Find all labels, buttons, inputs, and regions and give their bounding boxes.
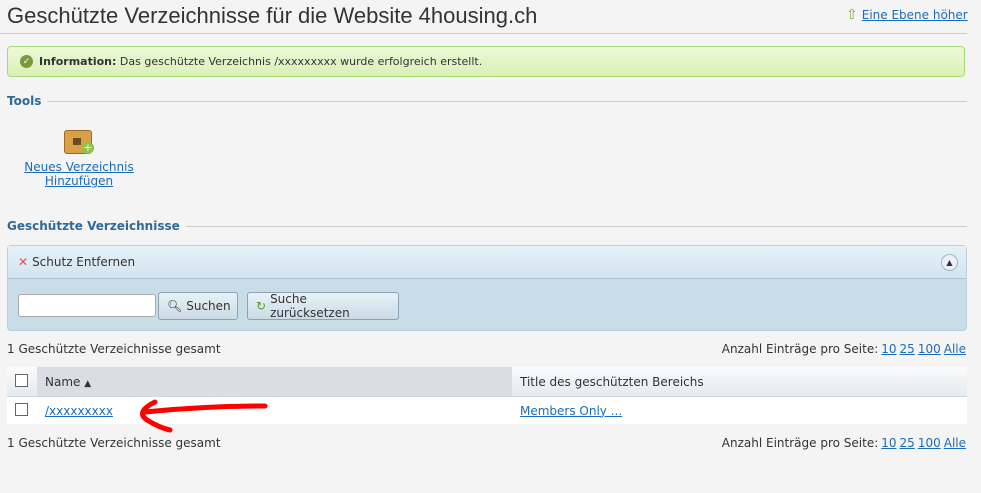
- per-page-all[interactable]: Alle: [943, 342, 966, 356]
- info-label: Information:: [39, 55, 117, 68]
- per-page-bottom: Anzahl Einträge pro Seite: 10 25 100 Alle: [721, 436, 966, 450]
- collapse-icon[interactable]: ▲: [941, 254, 958, 271]
- folder-lock-add-icon: +: [64, 126, 94, 154]
- row-checkbox[interactable]: [15, 402, 28, 416]
- info-message: ✓ Information: Das geschützte Verzeichni…: [7, 46, 965, 77]
- per-page-10[interactable]: 10: [881, 436, 897, 450]
- directory-link[interactable]: /xxxxxxxxx: [45, 403, 113, 418]
- check-icon: ✓: [20, 55, 33, 68]
- table-header: Name ▲ Title des geschützten Bereichs: [7, 367, 967, 397]
- refresh-icon: ↻: [256, 299, 267, 313]
- red-arrow-annotation: [140, 399, 268, 433]
- tools-heading: Tools: [7, 94, 967, 108]
- page-title: Geschützte Verzeichnisse für die Website…: [7, 3, 538, 28]
- divider: [0, 33, 967, 34]
- search-input[interactable]: [18, 294, 156, 317]
- remove-x-icon: ✕: [18, 255, 29, 269]
- total-count: 1 Geschützte Verzeichnisse gesamt: [7, 342, 221, 356]
- per-page-100[interactable]: 100: [917, 342, 941, 356]
- sort-asc-icon: ▲: [84, 378, 92, 389]
- up-level-link[interactable]: ⇧ Eine Ebene höher: [846, 7, 968, 23]
- up-level-label[interactable]: Eine Ebene höher: [861, 8, 968, 22]
- select-all-checkbox[interactable]: [15, 373, 28, 387]
- per-page-25[interactable]: 25: [899, 436, 915, 450]
- per-page-10[interactable]: 10: [881, 342, 897, 356]
- arrow-up-icon: ⇧: [846, 7, 858, 23]
- add-directory-tool[interactable]: + Neues Verzeichnis Hinzufügen: [20, 126, 138, 188]
- remove-protection-button[interactable]: ✕ Schutz Entfernen: [8, 246, 966, 279]
- table-row: /xxxxxxxxx Members Only ...: [7, 396, 967, 424]
- column-title[interactable]: Title des geschützten Bereichs: [512, 367, 967, 397]
- magnifier-icon: 🔍︎: [167, 299, 183, 313]
- reset-search-button[interactable]: ↻ Suche zurücksetzen: [247, 292, 399, 320]
- column-name[interactable]: Name ▲: [37, 367, 512, 397]
- add-directory-link[interactable]: Neues Verzeichnis Hinzufügen: [24, 160, 134, 188]
- per-page-top: Anzahl Einträge pro Seite: 10 25 100 Alle: [721, 342, 966, 356]
- total-count-bottom: 1 Geschützte Verzeichnisse gesamt: [7, 436, 221, 450]
- per-page-25[interactable]: 25: [899, 342, 915, 356]
- directories-table: Name ▲ Title des geschützten Bereichs /x…: [7, 367, 967, 424]
- info-text: Das geschützte Verzeichnis /xxxxxxxxx wu…: [119, 55, 483, 68]
- area-title-link[interactable]: Members Only ...: [520, 403, 623, 418]
- per-page-100[interactable]: 100: [917, 436, 941, 450]
- protected-dirs-heading: Geschützte Verzeichnisse: [7, 219, 967, 233]
- per-page-all[interactable]: Alle: [943, 436, 966, 450]
- search-button[interactable]: 🔍︎ Suchen: [158, 292, 238, 320]
- list-toolbar: ✕ Schutz Entfernen ▲ 🔍︎ Suchen ↻ Suche zur…: [7, 245, 967, 331]
